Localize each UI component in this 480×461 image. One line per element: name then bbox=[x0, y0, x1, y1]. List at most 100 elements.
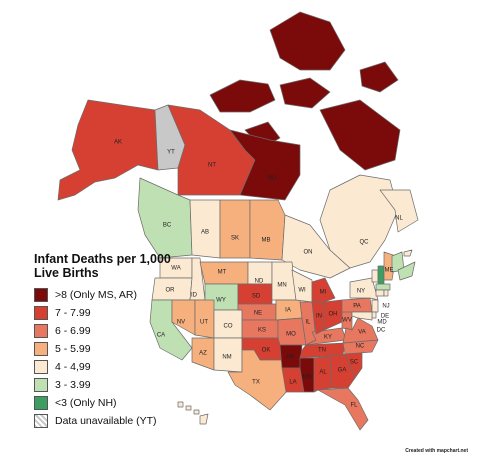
label-ks: KS bbox=[258, 328, 266, 334]
region-hi-4[interactable] bbox=[199, 413, 209, 425]
label-sk: SK bbox=[231, 236, 239, 242]
region-hi-2[interactable] bbox=[185, 405, 192, 411]
region-ny[interactable] bbox=[349, 277, 379, 301]
legend-label: >8 (Only MS, AR) bbox=[55, 289, 137, 301]
region-mi[interactable] bbox=[311, 277, 336, 303]
region-de[interactable] bbox=[371, 311, 377, 319]
region-bc[interactable] bbox=[137, 177, 193, 259]
label-fl: FL bbox=[350, 403, 358, 409]
legend-label: 4 - 4,99 bbox=[55, 361, 91, 373]
label-ne: NE bbox=[254, 311, 262, 317]
region-sk[interactable] bbox=[219, 199, 251, 259]
label-ak: AK bbox=[114, 140, 122, 146]
label-mi: MI bbox=[320, 290, 327, 296]
label-nt: NT bbox=[208, 163, 216, 169]
legend-title-line-1: Infant Deaths per 1,000 bbox=[34, 252, 171, 266]
legend-item: 6 - 6.99 bbox=[34, 322, 224, 340]
label-yt: YT bbox=[167, 150, 175, 156]
legend-label: 5 - 5.99 bbox=[55, 343, 91, 355]
label-bc: BC bbox=[163, 223, 172, 229]
label-id: ID bbox=[191, 293, 198, 299]
label-nm: NM bbox=[222, 355, 231, 361]
label-co: CO bbox=[224, 324, 233, 330]
region-nj[interactable] bbox=[371, 299, 379, 313]
region-mb[interactable] bbox=[249, 199, 286, 261]
region-az[interactable] bbox=[191, 337, 215, 371]
label-va: VA bbox=[358, 330, 366, 336]
region-tn[interactable] bbox=[299, 342, 346, 359]
label-ut: UT bbox=[200, 320, 208, 326]
region-qc[interactable] bbox=[319, 174, 399, 269]
region-mn[interactable] bbox=[271, 261, 297, 301]
label-tn: TN bbox=[318, 348, 326, 354]
label-on: ON bbox=[304, 250, 313, 256]
arctic-islands bbox=[209, 11, 401, 171]
legend-swatch bbox=[34, 360, 48, 374]
region-ms[interactable] bbox=[299, 357, 315, 393]
label-wy: WY bbox=[216, 298, 226, 304]
legend-item: 4 - 4,99 bbox=[34, 358, 224, 376]
region-nu-islands-1[interactable] bbox=[269, 11, 346, 71]
region-nu[interactable] bbox=[229, 129, 301, 201]
region-tx[interactable] bbox=[227, 349, 289, 411]
region-ga[interactable] bbox=[329, 353, 356, 389]
label-ca: CA bbox=[157, 333, 165, 339]
label-ky: KY bbox=[324, 335, 332, 341]
region-md[interactable] bbox=[351, 311, 373, 321]
legend-label: 7 - 7.99 bbox=[55, 307, 91, 319]
label-mo: MO bbox=[286, 332, 296, 338]
label-nv: NV bbox=[177, 320, 185, 326]
region-hi-1[interactable] bbox=[177, 401, 184, 408]
legend-label: Data unavailable (YT) bbox=[55, 415, 157, 427]
label-oh: OH bbox=[329, 312, 338, 318]
region-ma[interactable] bbox=[375, 283, 391, 291]
region-vt[interactable] bbox=[371, 269, 379, 283]
region-nu-islands-2[interactable] bbox=[209, 79, 276, 113]
region-pe[interactable] bbox=[403, 249, 413, 257]
region-fl[interactable] bbox=[317, 387, 369, 431]
region-al[interactable] bbox=[313, 355, 333, 393]
region-labels: AK YT NT NU BC AB SK MB ON QC NL WA OR C… bbox=[114, 140, 404, 409]
label-sd: SD bbox=[252, 294, 261, 300]
region-nu-islands-3[interactable] bbox=[279, 77, 331, 109]
label-wa: WA bbox=[171, 266, 180, 272]
region-nu-islands-5[interactable] bbox=[359, 61, 399, 93]
label-nd: ND bbox=[255, 279, 264, 285]
label-me: ME bbox=[385, 268, 394, 274]
legend-title: Infant Deaths per 1,000 Live Births bbox=[34, 252, 224, 280]
label-ms: MS bbox=[303, 375, 312, 381]
legend-item: >8 (Only MS, AR) bbox=[34, 286, 224, 304]
label-la: LA bbox=[289, 380, 296, 386]
label-il: IL bbox=[305, 320, 311, 326]
region-nl[interactable] bbox=[379, 189, 419, 233]
region-nu-islands-4[interactable] bbox=[319, 99, 401, 171]
legend-swatch-hatched bbox=[34, 414, 48, 428]
legend-swatch bbox=[34, 288, 48, 302]
label-dc: DC bbox=[377, 328, 386, 334]
region-ri[interactable] bbox=[383, 289, 389, 297]
legend-item: 7 - 7.99 bbox=[34, 304, 224, 322]
label-md: MD bbox=[377, 320, 387, 326]
region-ns[interactable] bbox=[397, 261, 416, 281]
hawaii bbox=[177, 401, 209, 425]
label-mn: MN bbox=[277, 283, 286, 289]
legend-swatch bbox=[34, 342, 48, 356]
legend-item: 5 - 5.99 bbox=[34, 340, 224, 358]
legend-item: 3 - 3.99 bbox=[34, 376, 224, 394]
label-qc: QC bbox=[360, 240, 370, 246]
region-hi-3[interactable] bbox=[193, 409, 200, 415]
region-nh[interactable] bbox=[377, 265, 385, 285]
label-nu: NU bbox=[268, 176, 277, 182]
map-credit: Created with mapchart.net bbox=[405, 448, 468, 454]
map-legend: Infant Deaths per 1,000 Live Births >8 (… bbox=[34, 252, 224, 430]
legend-label: 3 - 3.99 bbox=[55, 379, 91, 391]
region-ct[interactable] bbox=[375, 289, 385, 297]
legend-swatch bbox=[34, 396, 48, 410]
label-ok: OK bbox=[262, 348, 271, 354]
region-va[interactable] bbox=[342, 317, 379, 344]
legend-item: Data unavailable (YT) bbox=[34, 412, 224, 430]
label-or: OR bbox=[166, 288, 176, 294]
label-de: DE bbox=[381, 314, 389, 320]
label-in: IN bbox=[316, 314, 322, 320]
label-al: AL bbox=[319, 370, 327, 376]
